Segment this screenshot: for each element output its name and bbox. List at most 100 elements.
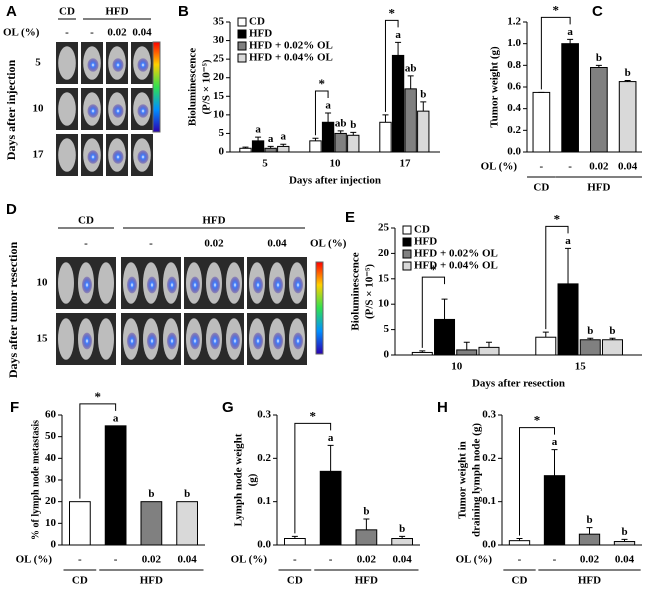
bar: [334, 132, 347, 153]
signal: [147, 332, 157, 350]
x-tick-label: 0.02: [580, 554, 600, 566]
y-tick-label: 0.2: [507, 124, 521, 136]
y-axis-label: % of lymph node metastasis: [30, 420, 41, 540]
x-axis-label: Days after resection: [472, 378, 565, 390]
error-bar: [267, 145, 274, 149]
group-label: HFD: [355, 575, 378, 587]
error-bar: [485, 341, 492, 348]
group-label: CD: [59, 6, 75, 18]
y-axis-label: (g): [247, 473, 259, 486]
significance-letter: a: [268, 133, 274, 145]
signal: [230, 276, 240, 294]
error-bar: [463, 341, 470, 350]
y-tick-label: 5: [219, 127, 225, 139]
x-tick-label: 0.02: [142, 554, 162, 566]
column-label: -: [65, 27, 69, 39]
error-bar: [337, 130, 344, 134]
x-axis-label: OL (%): [3, 27, 40, 39]
group-label: HFD: [578, 575, 601, 587]
y-tick-label: 0.1: [257, 495, 271, 507]
x-axis-label: OL (%): [456, 554, 493, 566]
bar: [601, 339, 623, 356]
y-axis-label: Tumor weight (g): [489, 46, 501, 128]
mouse: [58, 318, 74, 360]
significance-letter: ab: [405, 62, 417, 74]
significance-letter: a: [281, 131, 287, 143]
signal: [210, 276, 220, 294]
error-bar: [624, 80, 631, 82]
y-tick-label: 30: [213, 34, 225, 46]
panel-label: B: [178, 3, 189, 20]
significance-bracket: [421, 276, 446, 348]
bar: [508, 540, 531, 546]
significance-letter: b: [363, 506, 369, 518]
error-bar: [312, 137, 319, 141]
bar: [535, 336, 557, 356]
bar: [69, 501, 91, 546]
x-tick-label: 0.02: [357, 554, 377, 566]
bar: [391, 54, 405, 153]
x-tick-label: 10: [451, 361, 463, 373]
y-tick-label: 0.6: [507, 81, 521, 93]
significance-star: *: [389, 5, 396, 20]
legend-label: CD: [249, 16, 265, 28]
signal: [230, 332, 240, 350]
x-axis-label: OL (%): [16, 554, 53, 566]
signal: [273, 276, 283, 294]
bar: [319, 470, 342, 546]
legend-label: HFD + 0.04% OL: [249, 52, 333, 64]
bar: [543, 475, 566, 546]
color-bar: [152, 41, 161, 133]
group-label: CD: [78, 215, 94, 227]
significance-bracket: [314, 90, 329, 136]
error-bar: [586, 527, 593, 535]
legend-label: HFD: [249, 28, 272, 40]
bar: [613, 541, 636, 546]
y-tick-label: 0.2: [257, 452, 271, 464]
bar: [176, 501, 198, 546]
x-tick-label: 5: [262, 158, 268, 170]
significance-star: *: [310, 408, 317, 423]
significance-star: *: [534, 413, 541, 428]
legend-label: HFD + 0.04% OL: [414, 260, 498, 272]
x-tick-label: -: [518, 554, 522, 566]
x-tick-label: -: [293, 554, 297, 566]
bar: [590, 67, 608, 153]
row-label: 10: [33, 103, 45, 115]
signal: [190, 276, 200, 294]
y-tick-label: 35: [213, 16, 225, 28]
significance-letter: b: [148, 488, 154, 500]
bar: [277, 145, 290, 153]
signal: [137, 104, 149, 118]
y-tick-label: 10: [45, 517, 57, 529]
significance-star: *: [319, 76, 326, 91]
y-tick-label: 50: [45, 430, 57, 442]
y-axis-label: Bioluminescence: [187, 48, 199, 126]
significance-bracket: [79, 403, 117, 499]
bar: [347, 134, 360, 153]
signal: [253, 332, 263, 350]
signal: [293, 332, 303, 350]
significance-letter: a: [567, 26, 573, 38]
panel-label: H: [437, 399, 448, 416]
error-bar: [420, 101, 427, 112]
significance-bracket: [384, 19, 399, 112]
signal: [190, 332, 200, 350]
error-bar: [565, 247, 572, 284]
error-bar: [567, 38, 574, 44]
error-bar: [325, 112, 332, 123]
error-bar: [395, 41, 402, 56]
mouse: [98, 262, 114, 304]
x-tick-label: -: [540, 161, 544, 173]
x-tick-label: 17: [400, 158, 412, 170]
significance-letter: a: [395, 29, 401, 41]
error-bar: [382, 114, 389, 123]
y-tick-label: 15: [378, 272, 390, 284]
y-axis-label: Bioluminescence: [350, 252, 362, 330]
significance-star: *: [554, 211, 561, 226]
significance-letter: ab: [335, 117, 347, 129]
bar: [478, 346, 500, 356]
column-label: 0.04: [267, 238, 287, 250]
y-tick-label: 0.0: [257, 539, 271, 551]
